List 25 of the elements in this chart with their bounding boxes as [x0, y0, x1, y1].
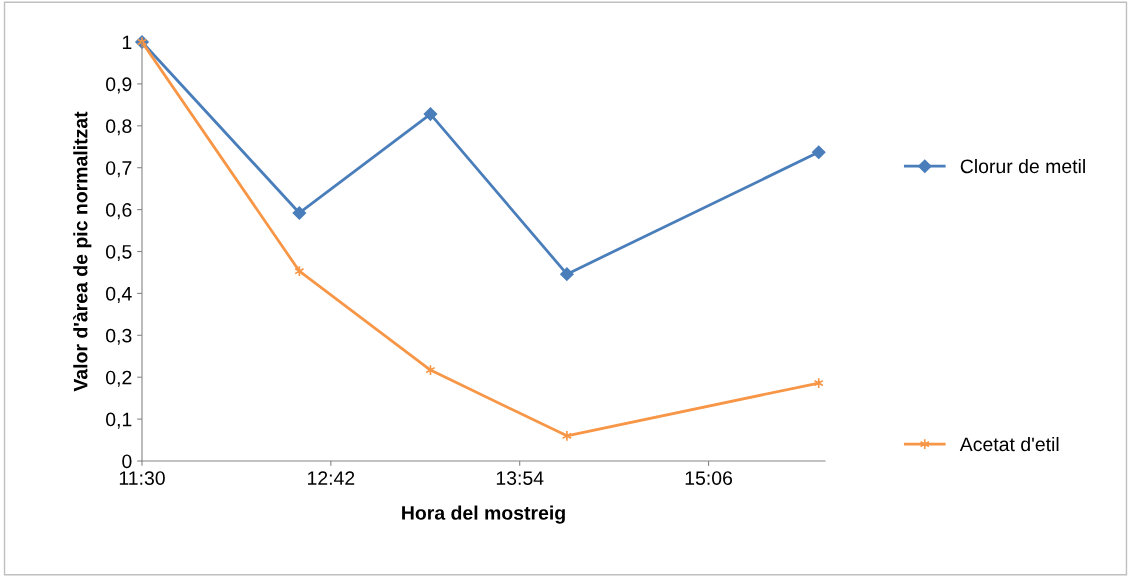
x-tick-label: 15:06 — [685, 471, 733, 485]
point — [423, 107, 438, 121]
y-tick-label: 0,2 — [106, 370, 132, 387]
y-tick-label: 1 — [122, 35, 132, 50]
x-axis-title: Hora del mostreig — [402, 505, 565, 524]
y-tick-label: 0 — [122, 454, 132, 469]
x-tick-label: 11:30 — [119, 471, 165, 485]
point — [560, 267, 574, 281]
y-tick-label: 0,9 — [106, 77, 132, 94]
point — [813, 377, 824, 389]
point — [811, 145, 826, 159]
legend-label: Acetat d'etil — [959, 436, 1059, 452]
x-tick-label: 13:54 — [496, 471, 544, 485]
y-tick-label: 0,6 — [106, 203, 132, 220]
y-tick-label: 0,8 — [106, 119, 132, 136]
y-axis-title: Valor d'àrea de pic normalitzat — [73, 111, 92, 392]
x-tick-label: 12:42 — [308, 471, 355, 485]
y-tick-label: 0,4 — [106, 286, 132, 303]
y-tick-label: 0,1 — [106, 412, 132, 429]
legend-label: Clorur de metil — [960, 158, 1085, 174]
y-tick-label: 0,7 — [106, 161, 132, 178]
point — [292, 206, 307, 220]
y-tick-label: 0,3 — [106, 328, 132, 345]
y-tick-label: 0,5 — [106, 244, 132, 262]
point — [561, 430, 572, 442]
